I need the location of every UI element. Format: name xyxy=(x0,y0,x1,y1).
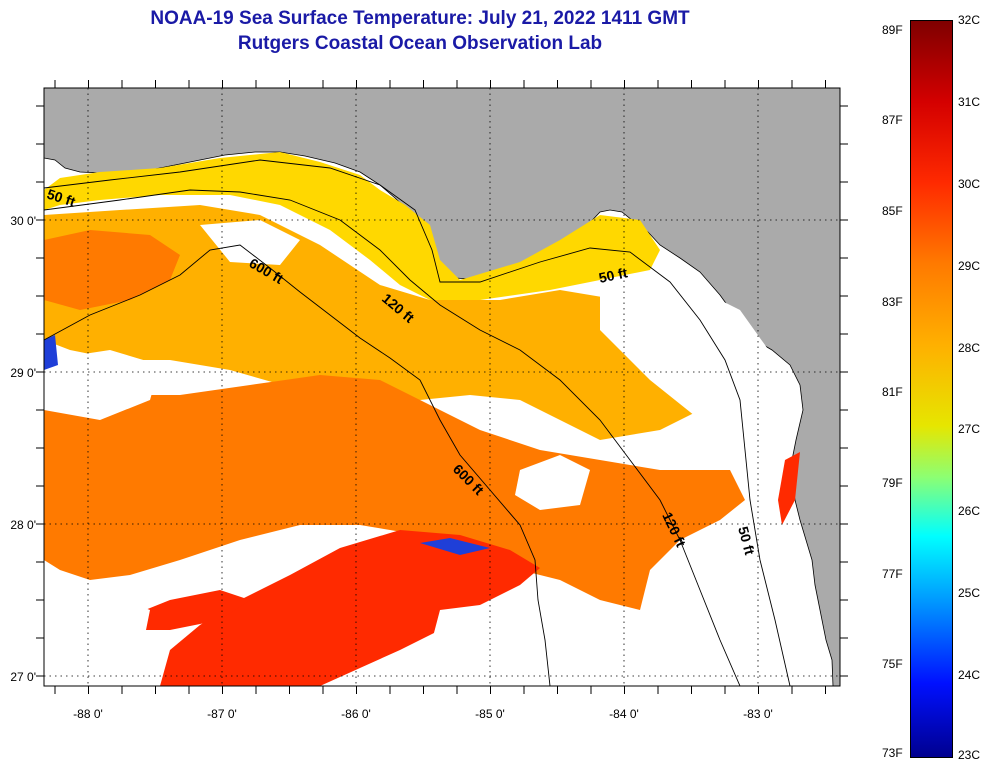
map-frame xyxy=(43,87,841,687)
celsius-label: 28C xyxy=(958,341,981,355)
lon-label: -88 0' xyxy=(73,707,103,721)
lat-label: 29 0' xyxy=(10,366,36,380)
longitude-labels: -88 0' -87 0' -86 0' -85 0' -84 0' -83 0… xyxy=(73,707,773,721)
contour-label-50ft-north: 50 ft xyxy=(597,264,629,286)
fahrenheit-label: 87F xyxy=(882,113,903,127)
celsius-label: 25C xyxy=(958,586,981,600)
celsius-label: 31C xyxy=(958,95,981,109)
cool-upwelling-streak xyxy=(420,538,490,555)
contour-120ft xyxy=(44,189,741,686)
sst-warm-patch-west xyxy=(44,230,180,310)
celsius-label: 30C xyxy=(958,177,981,191)
cool-spot-west xyxy=(44,335,58,370)
fahrenheit-label: 73F xyxy=(882,746,903,760)
lon-label: -87 0' xyxy=(207,707,237,721)
title-line-2: Rutgers Coastal Ocean Observation Lab xyxy=(237,33,603,54)
fahrenheit-label: 75F xyxy=(882,657,903,671)
title-line-1: NOAA-19 Sea Surface Temperature: July 21… xyxy=(150,8,690,29)
celsius-label: 27C xyxy=(958,422,981,436)
graticule xyxy=(36,80,848,694)
sst-warm-water xyxy=(44,375,745,610)
fahrenheit-label: 89F xyxy=(882,23,903,37)
contour-600ft xyxy=(44,244,551,686)
celsius-label: 24C xyxy=(958,668,981,682)
sst-coastal-band xyxy=(44,152,660,300)
cloud-patch-7 xyxy=(200,220,300,265)
fahrenheit-label: 83F xyxy=(882,295,903,309)
cloud-patch-4 xyxy=(660,540,810,686)
lon-label: -85 0' xyxy=(475,707,505,721)
lat-label: 30 0' xyxy=(10,214,36,228)
sst-shelf-water xyxy=(44,205,750,440)
contour-50ft xyxy=(44,159,791,686)
fahrenheit-label: 79F xyxy=(882,476,903,490)
cloud-patch-6 xyxy=(420,600,560,686)
temperature-colorbar xyxy=(910,20,953,758)
latitude-labels: 30 0' 29 0' 28 0' 27 0' xyxy=(10,214,36,684)
cloud-patch-3 xyxy=(44,590,150,686)
warm-coastal-strip-east xyxy=(778,452,800,525)
celsius-label: 26C xyxy=(958,504,981,518)
celsius-label: 32C xyxy=(958,13,981,27)
sst-hot-water xyxy=(160,530,540,686)
sst-hot-streak xyxy=(120,590,250,630)
lon-label: -83 0' xyxy=(743,707,773,721)
celsius-label: 29C xyxy=(958,259,981,273)
fahrenheit-label: 77F xyxy=(882,567,903,581)
lat-label: 28 0' xyxy=(10,518,36,532)
fahrenheit-label: 85F xyxy=(882,204,903,218)
lat-label: 27 0' xyxy=(10,670,36,684)
cloud-patch-2 xyxy=(515,455,590,510)
lon-label: -86 0' xyxy=(341,707,371,721)
cloud-patch-1 xyxy=(44,350,160,420)
contour-label-50ft-east: 50 ft xyxy=(735,525,758,557)
fahrenheit-label: 81F xyxy=(882,385,903,399)
celsius-label: 23C xyxy=(958,748,981,762)
lon-label: -84 0' xyxy=(609,707,639,721)
